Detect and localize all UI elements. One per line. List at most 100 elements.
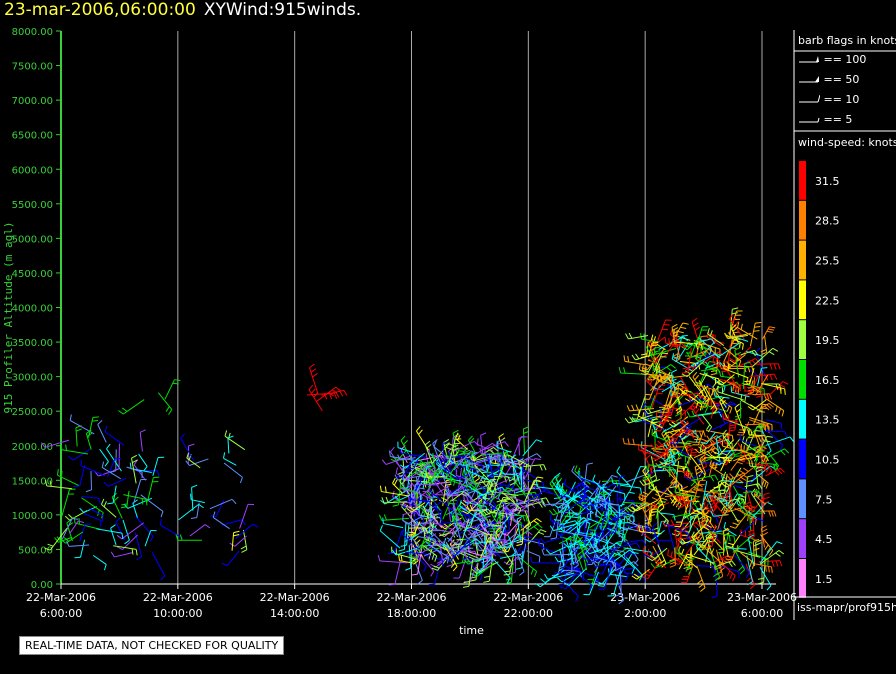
wind-barb bbox=[379, 530, 401, 549]
wind-barb bbox=[718, 342, 740, 358]
wind-barb bbox=[621, 517, 626, 542]
wind-barb bbox=[377, 554, 381, 562]
wind-barb bbox=[670, 519, 675, 526]
wind-barb bbox=[736, 497, 740, 504]
wind-barb bbox=[766, 585, 772, 591]
wind-barb bbox=[106, 443, 111, 450]
wind-barb bbox=[745, 504, 752, 509]
wind-barb bbox=[516, 557, 524, 560]
wind-barb bbox=[540, 572, 560, 588]
wind-barb bbox=[538, 531, 545, 535]
x-axis-label: time bbox=[459, 624, 484, 637]
speed-label: 1.5 bbox=[815, 573, 833, 586]
wind-barb bbox=[555, 472, 561, 478]
wind-barb bbox=[426, 478, 432, 485]
wind-barb bbox=[409, 516, 423, 534]
wind-barb bbox=[400, 435, 406, 441]
wind-barb bbox=[398, 554, 401, 561]
wind-barb bbox=[589, 545, 613, 555]
wind-barb bbox=[675, 531, 682, 536]
wind-barb bbox=[561, 482, 582, 498]
wind-barb bbox=[493, 481, 515, 489]
wind-barb bbox=[717, 359, 721, 366]
wind-barb bbox=[646, 375, 650, 382]
wind-barb bbox=[765, 419, 782, 424]
wind-barb bbox=[659, 501, 666, 503]
wind-barb bbox=[403, 470, 410, 474]
wind-barb bbox=[252, 523, 259, 528]
wind-barb bbox=[160, 511, 164, 518]
wind-barb bbox=[577, 467, 581, 474]
wind-barb bbox=[680, 533, 687, 536]
wind-barb bbox=[743, 474, 749, 479]
wind-barb bbox=[313, 392, 319, 398]
speed-label: 4.5 bbox=[815, 533, 833, 546]
wind-barb bbox=[781, 410, 785, 417]
wind-barb bbox=[680, 326, 687, 329]
wind-barb bbox=[768, 402, 774, 408]
wind-barb bbox=[410, 490, 429, 504]
wind-barb bbox=[417, 546, 423, 575]
wind-barb bbox=[586, 554, 609, 565]
wind-barb bbox=[416, 518, 424, 534]
wind-barb bbox=[550, 519, 565, 528]
wind-barb bbox=[688, 428, 694, 434]
wind-barb bbox=[496, 446, 512, 453]
wind-barb bbox=[718, 379, 725, 384]
wind-barb bbox=[728, 535, 731, 542]
wind-barb bbox=[484, 535, 487, 554]
wind-barb bbox=[392, 549, 397, 556]
wind-barb bbox=[703, 526, 710, 531]
wind-barb bbox=[541, 498, 545, 505]
wind-barb bbox=[498, 433, 504, 438]
x-tick-label: 14:00:00 bbox=[270, 607, 319, 620]
wind-barb bbox=[401, 533, 420, 550]
wind-barb bbox=[479, 574, 483, 581]
wind-barb bbox=[598, 563, 606, 566]
wind-barb bbox=[406, 524, 410, 546]
wind-barb bbox=[439, 524, 446, 530]
wind-barb bbox=[156, 470, 160, 477]
wind-barb bbox=[138, 453, 148, 467]
wind-barb bbox=[381, 459, 387, 465]
wind-barb bbox=[551, 480, 562, 496]
wind-barb bbox=[527, 510, 530, 517]
wind-barb bbox=[430, 527, 455, 534]
wind-barb bbox=[699, 461, 724, 464]
wind-barb bbox=[642, 504, 648, 510]
wind-barb bbox=[435, 505, 444, 523]
wind-barb bbox=[379, 485, 382, 492]
wind-barb bbox=[65, 531, 84, 544]
wind-barb bbox=[677, 397, 702, 407]
wind-barb bbox=[702, 506, 707, 512]
wind-barb bbox=[69, 414, 72, 421]
wind-barb bbox=[743, 393, 750, 396]
wind-barb bbox=[775, 406, 778, 413]
wind-barb bbox=[624, 417, 630, 424]
wind-barb bbox=[706, 424, 711, 430]
y-axis-label: 915 Profiler Altitude (m agl) bbox=[2, 221, 15, 413]
wind-barb bbox=[462, 510, 468, 515]
wind-barb bbox=[506, 509, 511, 530]
wind-barb bbox=[727, 504, 739, 523]
wind-barb bbox=[406, 507, 412, 513]
wind-barb bbox=[390, 446, 395, 453]
wind-barb bbox=[582, 500, 609, 508]
wind-barb bbox=[746, 572, 750, 578]
wind-barb bbox=[408, 531, 415, 534]
wind-barb bbox=[547, 501, 553, 507]
wind-barb bbox=[417, 579, 423, 585]
wind-barb bbox=[110, 551, 115, 558]
wind-barb bbox=[405, 551, 428, 555]
wind-barb bbox=[129, 462, 132, 469]
wind-barb bbox=[606, 514, 611, 535]
wind-barb bbox=[489, 556, 493, 563]
wind-barb bbox=[455, 542, 474, 556]
wind-barb bbox=[132, 459, 138, 464]
wind-barb bbox=[676, 409, 682, 414]
wind-barb bbox=[642, 479, 647, 485]
wind-barb bbox=[671, 533, 678, 537]
wind-barb bbox=[669, 486, 676, 489]
wind-barb bbox=[204, 524, 211, 529]
wind-barb bbox=[490, 518, 496, 524]
